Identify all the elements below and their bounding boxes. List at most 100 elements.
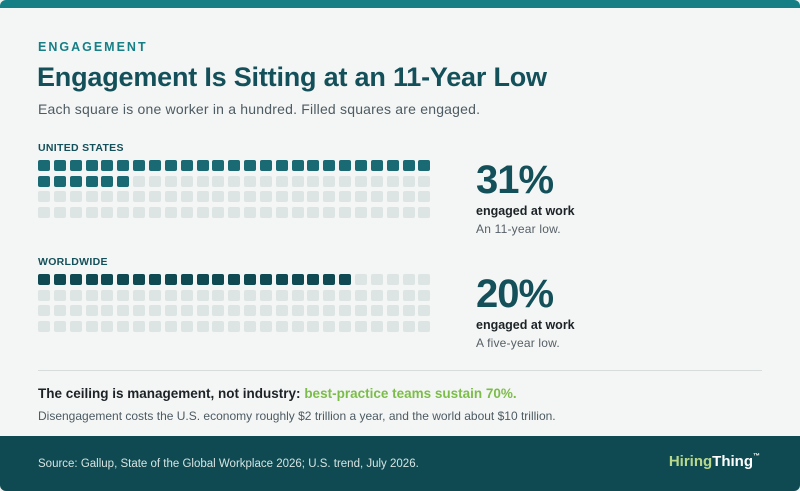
us-empty-square [307, 206, 320, 218]
worldwide-empty-square [164, 320, 177, 332]
worldwide-empty-square [259, 305, 272, 316]
us-empty-square [275, 191, 288, 202]
us-filled-square [101, 160, 114, 171]
us-engaged-percent: 31% [476, 158, 554, 202]
worldwide-empty-square [355, 320, 367, 332]
worldwide-empty-square [355, 289, 367, 301]
worldwide-empty-square [402, 320, 415, 332]
worldwide-empty-square [196, 305, 209, 316]
us-empty-square [149, 206, 161, 218]
us-empty-square [307, 175, 320, 187]
worldwide-empty-square [402, 305, 415, 316]
worldwide-empty-square [339, 320, 352, 332]
worldwide-empty-square [291, 305, 304, 316]
source-note: Source: Gallup, State of the Global Work… [38, 458, 419, 470]
worldwide-empty-square [259, 289, 272, 301]
worldwide-empty-square [386, 289, 399, 301]
us-empty-square [180, 175, 193, 187]
worldwide-empty-square [386, 305, 399, 316]
us-empty-square [69, 206, 82, 218]
us-filled-square [386, 160, 399, 171]
footer-bar: Source: Gallup, State of the Global Work… [0, 436, 800, 491]
us-empty-square [244, 175, 256, 187]
us-filled-square [259, 160, 272, 171]
worldwide-empty-square [418, 274, 431, 285]
us-empty-square [339, 206, 352, 218]
us-empty-square [53, 206, 66, 218]
worldwide-engaged-percent: 20% [476, 272, 554, 316]
worldwide-empty-square [418, 305, 431, 316]
us-filled-square [117, 175, 130, 187]
worldwide-empty-square [117, 289, 130, 301]
us-empty-square [196, 175, 209, 187]
worldwide-filled-square [259, 274, 272, 285]
us-filled-square [355, 160, 367, 171]
worldwide-filled-square [69, 274, 82, 285]
worldwide-filled-square [133, 274, 146, 285]
accent-bar [0, 0, 800, 8]
worldwide-empty-square [291, 320, 304, 332]
us-engaged-note: An 11-year low. [476, 222, 561, 236]
page-title: Engagement Is Sitting at an 11-Year Low [37, 62, 547, 92]
worldwide-empty-square [370, 274, 383, 285]
worldwide-filled-square [117, 274, 130, 285]
us-empty-square [402, 206, 415, 218]
page-subtitle: Each square is one worker in a hundred. … [38, 101, 481, 117]
worldwide-empty-square [38, 305, 50, 316]
us-empty-square [355, 191, 367, 202]
us-engaged-label: engaged at work [476, 204, 575, 218]
us-empty-square [228, 175, 241, 187]
management-callout: The ceiling is management, not industry:… [38, 386, 517, 401]
worldwide-empty-square [69, 320, 82, 332]
worldwide-empty-square [180, 289, 193, 301]
us-empty-square [370, 175, 383, 187]
worldwide-empty-square [228, 320, 241, 332]
worldwide-empty-square [38, 289, 50, 301]
us-empty-square [85, 191, 98, 202]
worldwide-empty-square [53, 320, 66, 332]
us-empty-square [259, 206, 272, 218]
worldwide-filled-square [53, 274, 66, 285]
worldwide-empty-square [244, 289, 256, 301]
us-filled-square [101, 175, 114, 187]
us-filled-square [38, 160, 50, 171]
us-filled-square [149, 160, 161, 171]
worldwide-filled-square [228, 274, 241, 285]
worldwide-empty-square [244, 305, 256, 316]
brand-logo-part-a: Hiring [668, 453, 713, 470]
worldwide-filled-square [149, 274, 161, 285]
us-empty-square [323, 191, 336, 202]
worldwide-empty-square [307, 320, 320, 332]
worldwide-empty-square [85, 320, 98, 332]
us-empty-square [386, 191, 399, 202]
cost-note: Disengagement costs the U.S. economy rou… [38, 409, 556, 423]
worldwide-empty-square [275, 305, 288, 316]
worldwide-empty-square [275, 320, 288, 332]
us-filled-square [69, 160, 82, 171]
us-empty-square [117, 206, 130, 218]
us-empty-square [402, 175, 415, 187]
us-empty-square [212, 191, 225, 202]
us-filled-square [370, 160, 383, 171]
worldwide-empty-square [149, 305, 161, 316]
us-empty-square [149, 175, 161, 187]
worldwide-empty-square [355, 305, 367, 316]
us-empty-square [164, 175, 177, 187]
us-empty-square [355, 175, 367, 187]
worldwide-filled-square [212, 274, 225, 285]
us-empty-square [117, 191, 130, 202]
worldwide-empty-square [164, 305, 177, 316]
us-empty-square [370, 206, 383, 218]
worldwide-empty-square [370, 289, 383, 301]
worldwide-empty-square [212, 320, 225, 332]
us-filled-square [38, 175, 50, 187]
worldwide-empty-square [180, 305, 193, 316]
us-empty-square [418, 175, 431, 187]
worldwide-empty-square [85, 305, 98, 316]
worldwide-engaged-note: A five-year low. [476, 336, 560, 350]
worldwide-filled-square [101, 274, 114, 285]
worldwide-empty-square [117, 305, 130, 316]
us-empty-square [164, 191, 177, 202]
worldwide-empty-square [133, 305, 146, 316]
us-empty-square [291, 191, 304, 202]
